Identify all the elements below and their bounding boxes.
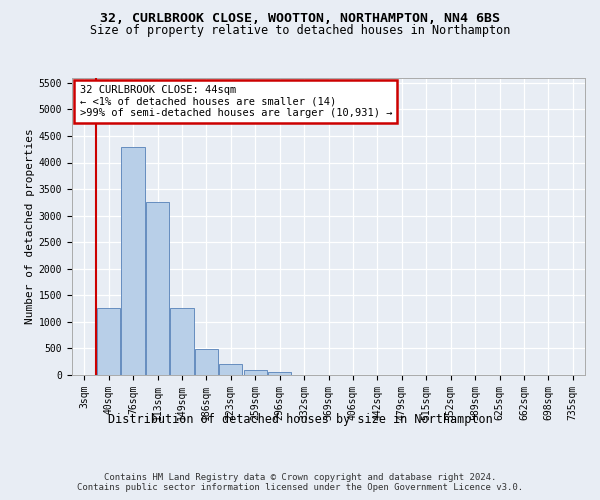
Bar (121, 146, 145, 375)
Bar (97, 308, 120, 375)
Bar (195, 349, 218, 375)
Text: Contains HM Land Registry data © Crown copyright and database right 2024.
Contai: Contains HM Land Registry data © Crown c… (77, 472, 523, 492)
Bar (146, 202, 169, 375)
Text: Size of property relative to detached houses in Northampton: Size of property relative to detached ho… (90, 24, 510, 37)
Text: 32, CURLBROOK CLOSE, WOOTTON, NORTHAMPTON, NN4 6BS: 32, CURLBROOK CLOSE, WOOTTON, NORTHAMPTO… (100, 12, 500, 26)
Text: 32 CURLBROOK CLOSE: 44sqm
← <1% of detached houses are smaller (14)
>99% of semi: 32 CURLBROOK CLOSE: 44sqm ← <1% of detac… (80, 85, 392, 118)
Bar (244, 370, 267, 375)
Y-axis label: Number of detached properties: Number of detached properties (25, 128, 35, 324)
Text: Distribution of detached houses by size in Northampton: Distribution of detached houses by size … (107, 412, 493, 426)
Bar (170, 308, 194, 375)
Bar (268, 372, 291, 375)
Bar (219, 364, 242, 375)
